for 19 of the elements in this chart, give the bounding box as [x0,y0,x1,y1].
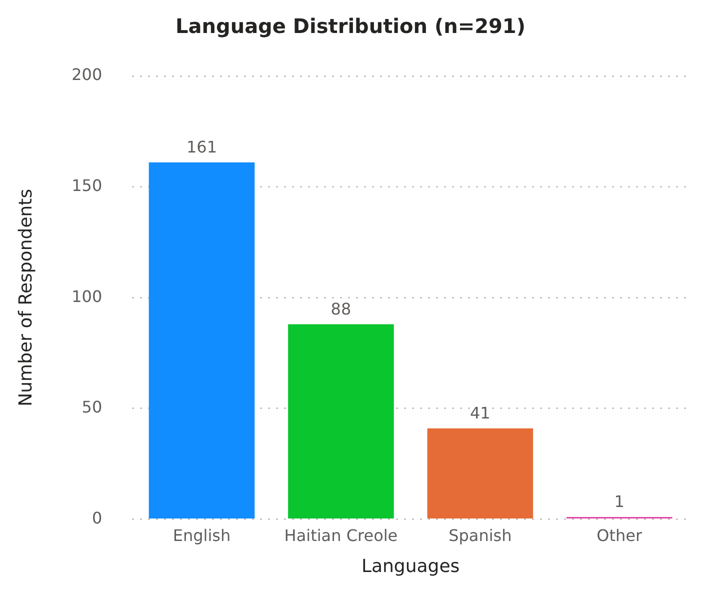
bar [288,324,394,518]
data-label: 41 [470,404,490,422]
y-tick-label: 200 [72,65,102,84]
y-tick-label: 100 [72,286,102,306]
chart-title: Language Distribution (n=291) [176,14,526,38]
y-axis-title: Number of Respondents [15,188,36,406]
x-tick-label: English [172,526,231,545]
x-tick-label: Haitian Creole [284,526,398,545]
x-tick-label: Other [596,526,643,545]
data-label: 88 [330,299,352,318]
data-label: 161 [186,138,218,157]
x-axis-title: Languages [361,556,460,577]
y-tick-label: 150 [72,176,102,195]
x-tick-label: Spanish [448,526,512,545]
y-tick-label: 0 [92,508,102,528]
y-tick-label: 50 [82,398,102,417]
data-label: 1 [614,492,624,512]
bar [427,428,534,518]
bar [148,162,255,518]
